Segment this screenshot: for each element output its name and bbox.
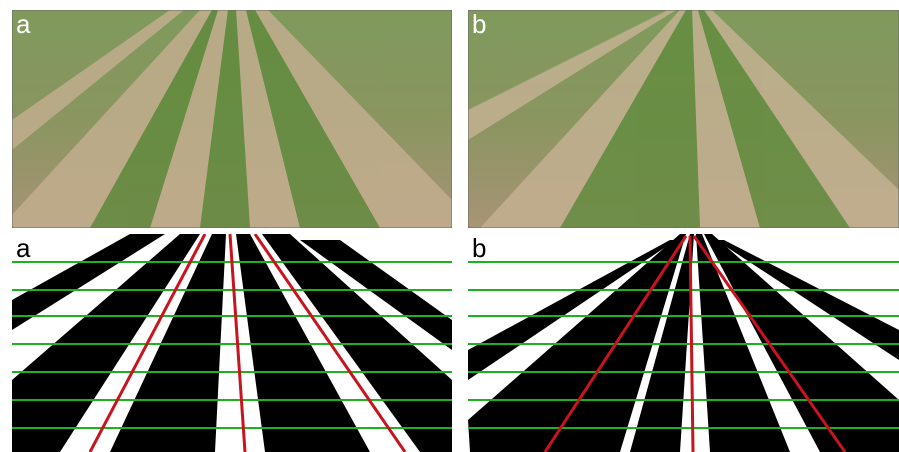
- panel-label: a: [16, 9, 31, 39]
- binary-a: [0, 234, 452, 452]
- panel-label: b: [472, 9, 486, 39]
- photo-a: [0, 10, 452, 228]
- figure: a b a b: [0, 0, 899, 452]
- panel-label: b: [472, 233, 486, 263]
- photo-b: [468, 10, 899, 228]
- panel-label: a: [16, 233, 31, 263]
- binary-b: [468, 234, 899, 452]
- page: a b a b (() => { const data = JSON.parse…: [0, 0, 899, 452]
